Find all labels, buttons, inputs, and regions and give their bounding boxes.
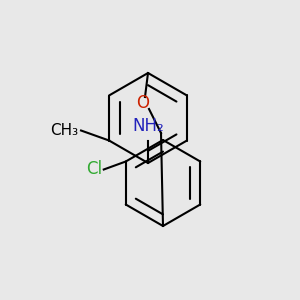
Text: CH₃: CH₃ (50, 123, 78, 138)
Text: NH₂: NH₂ (132, 117, 164, 135)
Text: Cl: Cl (85, 160, 102, 178)
Text: O: O (136, 94, 149, 112)
